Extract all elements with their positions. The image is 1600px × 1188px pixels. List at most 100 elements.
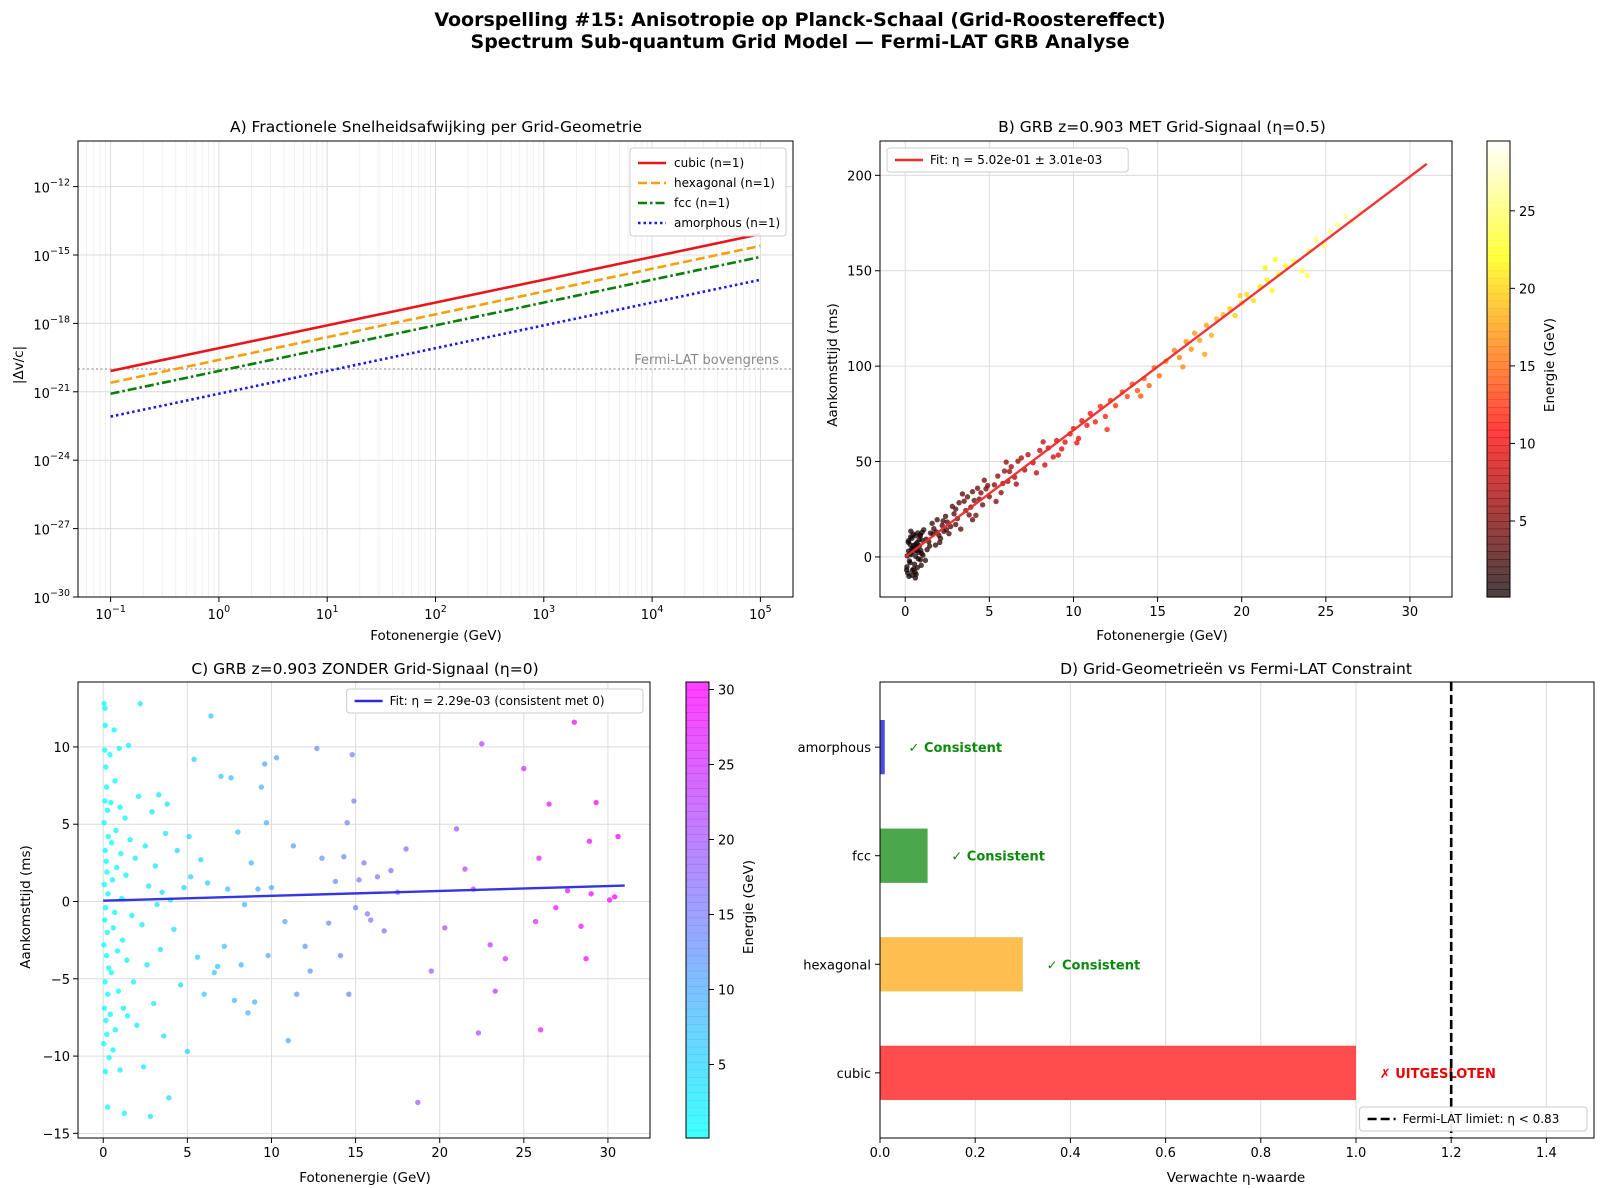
panel-c-colorbar-segment bbox=[686, 727, 709, 736]
panel-b-data-point bbox=[1343, 213, 1349, 219]
panel-c-colorbar-segment bbox=[686, 1115, 709, 1124]
panel-b-colorbar-segment bbox=[1487, 475, 1510, 484]
panel-b-xlabel: Fotonenergie (GeV) bbox=[1096, 628, 1228, 644]
panel-c-xtick-label: 0 bbox=[99, 1146, 107, 1161]
panel-c-colorbar-segment bbox=[686, 750, 709, 759]
panel-c-data-point bbox=[161, 1033, 167, 1039]
panel-b-ytick-label: 150 bbox=[847, 265, 872, 280]
panel-b-colorbar-segment bbox=[1487, 376, 1510, 385]
panel-b-data-point bbox=[1232, 312, 1238, 319]
panel-c-data-point bbox=[108, 840, 115, 846]
panel-c-xtick-label: 10 bbox=[263, 1146, 280, 1161]
panel-c-colorbar-segment bbox=[686, 963, 709, 972]
panel-d-status-label: ✓ Consistent bbox=[951, 850, 1045, 865]
panel-b-xtick-label: 15 bbox=[1149, 605, 1166, 620]
panel-a-series-1 bbox=[110, 244, 761, 384]
panel-c-data-point bbox=[130, 979, 137, 985]
panel-c-data-point bbox=[102, 1068, 109, 1075]
panel-c-data-point bbox=[611, 894, 618, 900]
panel-c-colorbar-segment bbox=[686, 1100, 709, 1109]
panel-a-xtick-label: 10−1 bbox=[95, 604, 126, 623]
panel-b-colorbar-segment bbox=[1487, 217, 1510, 226]
panel-c-data-point bbox=[135, 793, 142, 800]
panel-b-colorbar-segment bbox=[1487, 452, 1510, 461]
panel-b-ytick-label: 50 bbox=[855, 456, 872, 471]
panel-c-data-point bbox=[231, 997, 238, 1004]
panel-c-data-point bbox=[245, 1010, 251, 1016]
panel-c-data-point bbox=[428, 968, 434, 974]
panel-b-colorbar-segment bbox=[1487, 315, 1510, 324]
panel-c-colorbar-segment bbox=[686, 689, 709, 698]
panel-b-colorbar-segment bbox=[1487, 270, 1510, 279]
panel-b-colorbar-segment bbox=[1487, 293, 1510, 302]
panel-b-xtick-label: 30 bbox=[1402, 605, 1419, 620]
panel-c-data-point bbox=[255, 886, 261, 892]
panel-d-xtick-label: 0.8 bbox=[1250, 1146, 1271, 1161]
panel-c-data-point bbox=[147, 1113, 154, 1120]
panel-c-data-point bbox=[154, 901, 160, 908]
panel-b-colorbar-segment bbox=[1487, 232, 1510, 241]
panel-b-colorbar-tick-label: 10 bbox=[1519, 437, 1536, 452]
panel-c-data-point bbox=[218, 773, 224, 779]
panel-c-data-point bbox=[116, 745, 122, 752]
panel-c-colorbar-tick-label: 10 bbox=[718, 984, 735, 999]
panel-b-colorbar-segment bbox=[1487, 186, 1510, 195]
panel-c-data-point bbox=[211, 969, 217, 976]
panel-b-data-point bbox=[1176, 354, 1183, 361]
panel-c-data-point bbox=[171, 926, 177, 933]
panel-b-colorbar-tick-label: 5 bbox=[1519, 515, 1527, 530]
panel-b-data-point bbox=[1272, 256, 1279, 262]
panel-c-data-point bbox=[106, 965, 112, 971]
panel-c-data-point bbox=[462, 866, 468, 872]
panel-c-colorbar-segment bbox=[686, 697, 709, 706]
panel-c-data-point bbox=[159, 889, 165, 895]
panel-c-colorbar-tick-label: 15 bbox=[718, 909, 735, 924]
panel-a-ylabel: |Δv/c| bbox=[11, 346, 27, 384]
panel-b-xtick-label: 10 bbox=[1065, 605, 1082, 620]
panel-c-data-point bbox=[137, 700, 143, 707]
panel-b-colorbar-segment bbox=[1487, 361, 1510, 370]
panel-b-colorbar-segment bbox=[1487, 521, 1510, 530]
panel-b-legend-entry: Fit: η = 5.02e-01 ± 3.01e-03 bbox=[930, 153, 1102, 167]
panel-d-xtick-label: 0.2 bbox=[965, 1146, 986, 1161]
panel-c-data-point bbox=[103, 784, 110, 790]
panel-c-data-point bbox=[129, 912, 135, 919]
panel-c-ytick-label: 0 bbox=[62, 895, 70, 910]
panel-b-data-point bbox=[917, 532, 924, 538]
panel-b-colorbar-segment bbox=[1487, 407, 1510, 416]
panel-c-data-point bbox=[101, 747, 108, 753]
panel-c-xtick-label: 30 bbox=[600, 1146, 617, 1161]
panel-a-xtick-label: 102 bbox=[424, 604, 447, 623]
panel-b-data-point bbox=[981, 477, 988, 483]
panel-b-colorbar-segment bbox=[1487, 346, 1510, 355]
panel-b-data-point bbox=[1006, 468, 1013, 475]
panel-c-data-point bbox=[101, 700, 107, 707]
panel-a-series-3 bbox=[110, 278, 761, 418]
panel-b-data-point bbox=[1058, 446, 1065, 452]
panel-c-data-point bbox=[103, 764, 109, 770]
panel-c-data-point bbox=[571, 719, 577, 725]
panel-c-legend bbox=[346, 688, 644, 714]
panel-d-xtick-label: 1.0 bbox=[1346, 1146, 1367, 1161]
panel-b-data-point bbox=[1015, 458, 1021, 464]
panel-c-colorbar-segment bbox=[686, 970, 709, 979]
panel-a-series-2 bbox=[110, 255, 761, 396]
panel-b-colorbar-segment bbox=[1487, 437, 1510, 446]
panel-b-colorbar-segment bbox=[1487, 201, 1510, 210]
panel-b-plot-area: 0 5 10 15 20 25 30 0 50 100 150 200 Fit: η = 5.02e-0… bbox=[847, 140, 1536, 620]
panel-b-frame bbox=[879, 140, 1453, 598]
panel-b-data-point bbox=[1191, 330, 1198, 336]
panel-d-category-label: hexagonal bbox=[803, 958, 871, 973]
panel-c-data-point bbox=[120, 1005, 127, 1011]
panel-b-data-point bbox=[909, 572, 915, 578]
panel-c-colorbar-segment bbox=[686, 1031, 709, 1040]
panel-c-colorbar-segment bbox=[686, 864, 709, 873]
panel-b-data-point bbox=[1055, 452, 1062, 458]
panel-d-category-label: fcc bbox=[852, 850, 871, 865]
panel-b-colorbar-segment bbox=[1487, 589, 1510, 598]
panel-c-data-point bbox=[198, 857, 204, 863]
panel-b-data-point bbox=[908, 528, 914, 534]
panel-b-xtick-label: 20 bbox=[1233, 605, 1250, 620]
panel-c-data-point bbox=[102, 904, 109, 911]
panel-b-colorbar-segment bbox=[1487, 391, 1510, 400]
